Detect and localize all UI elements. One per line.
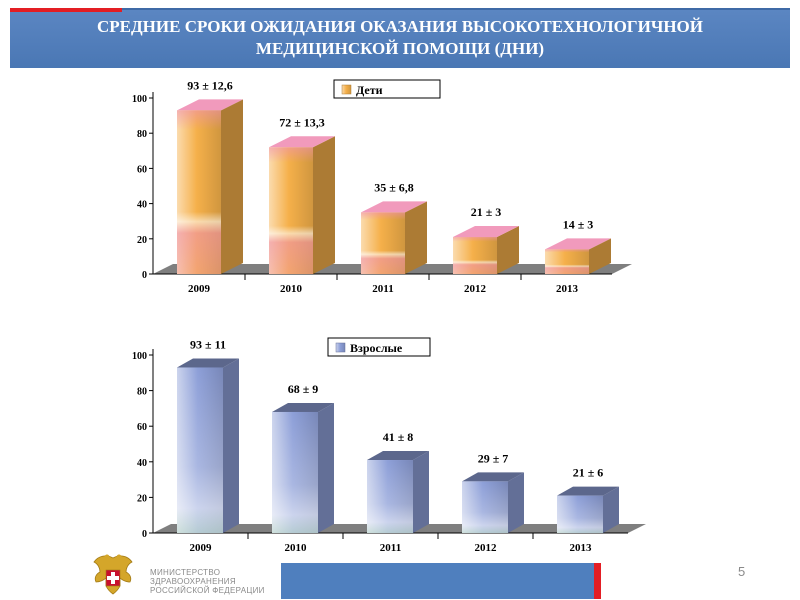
bar-top xyxy=(545,238,611,250)
slide-title: СРЕДНИЕ СРОКИ ОЖИДАНИЯ ОКАЗАНИЯ ВЫСОКОТЕ… xyxy=(10,16,790,60)
bar-top xyxy=(177,358,239,368)
bar-side xyxy=(497,226,519,274)
bar-top xyxy=(557,486,619,496)
bar-front-shading xyxy=(545,249,589,274)
bar xyxy=(367,451,429,533)
bar-front-shading xyxy=(453,237,497,274)
y-tick-label: 80 xyxy=(137,129,147,140)
slide-title-line-2: МЕДИЦИНСКОЙ ПОМОЩИ (ДНИ) xyxy=(255,39,545,58)
header-red-accent xyxy=(10,8,122,12)
bar-front-shading xyxy=(367,460,413,533)
x-tick-label: 2013 xyxy=(556,283,579,295)
data-label: 93 ± 11 xyxy=(190,337,226,351)
data-label: 21 ± 6 xyxy=(573,466,604,480)
legend-swatch xyxy=(335,342,346,353)
x-tick-label: 2013 xyxy=(570,542,593,554)
ministry-name: МИНИСТЕРСТВО ЗДРАВООХРАНЕНИЯ РОССИЙСКОЙ … xyxy=(150,568,265,595)
legend: Взрослые xyxy=(327,337,431,357)
bar xyxy=(269,136,335,274)
y-tick-label: 80 xyxy=(137,387,147,398)
bar-top xyxy=(361,201,427,213)
y-tick-label: 20 xyxy=(137,493,147,504)
y-tick-label: 60 xyxy=(137,164,147,175)
bar-side xyxy=(589,238,611,274)
y-tick-label: 100 xyxy=(132,94,147,105)
x-tick-label: 2010 xyxy=(280,283,303,295)
legend-box xyxy=(333,79,441,99)
data-label: 93 ± 12,6 xyxy=(187,78,233,92)
bar xyxy=(545,238,611,274)
legend: Дети xyxy=(333,79,441,99)
bar-front-shading xyxy=(177,110,221,274)
bar xyxy=(177,358,239,533)
legend-label: Взрослые xyxy=(350,341,403,355)
bar-top xyxy=(269,136,335,148)
x-tick-label: 2009 xyxy=(190,542,213,554)
bar-front-shading xyxy=(557,495,603,533)
bar-side xyxy=(318,402,334,533)
bar-top xyxy=(367,451,429,461)
data-label: 35 ± 6,8 xyxy=(374,180,414,194)
bar-top xyxy=(177,99,243,111)
bar-side xyxy=(313,136,335,274)
bar xyxy=(462,472,524,533)
x-tick-label: 2010 xyxy=(285,542,308,554)
bar-side xyxy=(405,201,427,274)
bar xyxy=(272,402,334,533)
bar-front-shading xyxy=(272,411,318,533)
y-tick-label: 100 xyxy=(132,351,147,362)
footer-red-bar xyxy=(594,563,601,599)
x-tick-label: 2011 xyxy=(380,542,401,554)
y-tick-label: 40 xyxy=(137,458,147,469)
y-tick-label: 0 xyxy=(142,529,147,540)
data-label: 21 ± 3 xyxy=(471,205,502,219)
y-tick-label: 40 xyxy=(137,200,147,211)
footer-blue-bar xyxy=(281,563,594,599)
data-label: 14 ± 3 xyxy=(563,217,594,231)
ministry-line-2: ЗДРАВООХРАНЕНИЯ xyxy=(150,577,236,586)
data-label: 72 ± 13,3 xyxy=(279,115,325,129)
bar-side xyxy=(413,451,429,533)
bar-side xyxy=(221,99,243,274)
bar-front-shading xyxy=(177,367,223,533)
bar-side xyxy=(508,472,524,533)
bar xyxy=(557,486,619,533)
bar-top xyxy=(272,402,334,412)
bar xyxy=(453,226,519,274)
bar xyxy=(361,201,427,274)
x-tick-label: 2009 xyxy=(188,283,211,295)
page-number: 5 xyxy=(738,564,746,579)
bar-side xyxy=(223,358,239,533)
data-label: 68 ± 9 xyxy=(288,382,319,396)
bar xyxy=(177,99,243,274)
bar-top xyxy=(453,226,519,238)
legend-label: Дети xyxy=(356,83,383,97)
bar-front-shading xyxy=(269,147,313,274)
legend-box xyxy=(327,337,431,357)
bar-front-shading xyxy=(462,481,508,533)
bar-top xyxy=(462,472,524,482)
ministry-line-3: РОССИЙСКОЙ ФЕДЕРАЦИИ xyxy=(150,586,265,595)
ministry-line-1: МИНИСТЕРСТВО xyxy=(150,568,221,577)
slide-title-line-1: СРЕДНИЕ СРОКИ ОЖИДАНИЯ ОКАЗАНИЯ ВЫСОКОТЕ… xyxy=(96,17,703,36)
x-tick-label: 2011 xyxy=(372,283,393,295)
y-tick-label: 60 xyxy=(137,422,147,433)
x-tick-label: 2012 xyxy=(464,283,487,295)
data-label: 41 ± 8 xyxy=(383,430,414,444)
coat-of-arms-icon xyxy=(93,554,133,595)
y-tick-label: 20 xyxy=(137,235,147,246)
y-tick-label: 0 xyxy=(142,270,147,281)
bar-front-shading xyxy=(361,212,405,274)
bar-side xyxy=(603,486,619,533)
data-label: 29 ± 7 xyxy=(478,451,509,465)
x-tick-label: 2012 xyxy=(475,542,498,554)
title-banner: СРЕДНИЕ СРОКИ ОЖИДАНИЯ ОКАЗАНИЯ ВЫСОКОТЕ… xyxy=(10,8,790,68)
legend-swatch xyxy=(341,84,352,95)
